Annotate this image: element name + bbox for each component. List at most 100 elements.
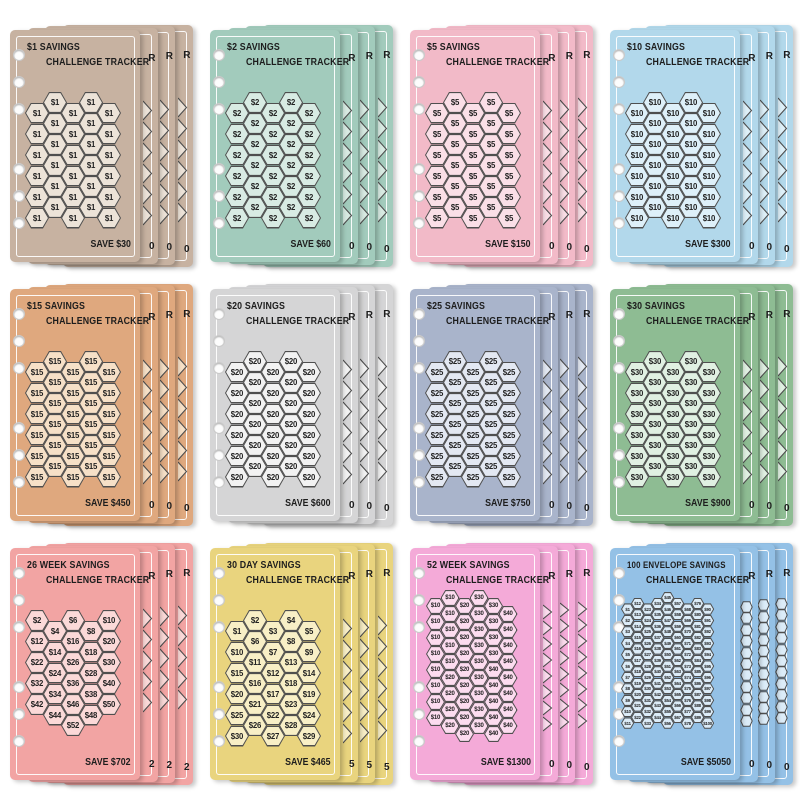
hex-label: $15 [230, 668, 244, 678]
sheet-chevron-icon [342, 163, 353, 184]
hex-cell: $10 [643, 197, 667, 218]
savings-card: R 0 R 0 R 0 100 ENVELOPE SAVINGS CHALLENGE TRAC… [610, 542, 800, 798]
hex-cell: $74 [681, 671, 695, 684]
hex-cell: $20 [297, 403, 321, 425]
hex-cell: $30 [697, 361, 721, 383]
hex-cell: $69 [681, 614, 695, 627]
sheet-hex-ring-icon [739, 646, 753, 659]
hex-cell-fill [44, 114, 66, 133]
sheet-chevron-icon [359, 638, 370, 659]
hex-label: $52 [664, 674, 671, 680]
hex-label: $15 [634, 635, 641, 641]
hex-cell: $26 [243, 715, 267, 736]
hex-cell: $38 [651, 643, 665, 655]
hex-cell: $10 [440, 590, 460, 606]
hex-label: $10 [630, 192, 644, 202]
hex-cell: $97 [701, 683, 715, 695]
hex-cell-fill [444, 156, 466, 175]
binder-hole [412, 621, 425, 633]
sheet-chevron-icon [542, 142, 553, 163]
sheet-hex-ring-icon [757, 622, 770, 634]
hex-cell-fill [262, 124, 284, 144]
hex-cell: $5 [461, 123, 485, 145]
hex-label: $5 [625, 652, 630, 658]
hex-cell-fill [680, 177, 702, 196]
hex-label: $20 [248, 378, 262, 387]
sheet-chevron-icon [359, 204, 370, 225]
hex-label: $35 [654, 612, 661, 618]
hex-label: $7 [625, 674, 630, 680]
hex-label: $10 [702, 129, 716, 139]
card-title-line2: CHALLENGE TRACKER [46, 56, 150, 68]
card-title-line1: $5 SAVINGS [427, 41, 480, 53]
hex-label: $43 [654, 703, 661, 709]
hex-cell: $17 [631, 654, 645, 667]
hex-label: $10 [666, 108, 680, 118]
hex-cell-fill [426, 362, 448, 382]
binder-hole [212, 422, 225, 434]
hex-cell-fill [62, 611, 84, 630]
binder-hole [412, 708, 425, 720]
hex-cell: $20 [440, 702, 460, 718]
hex-cell-fill [280, 611, 302, 630]
hex-label: $15 [102, 472, 116, 482]
binder-hole [12, 621, 25, 633]
hex-cell: $24 [43, 662, 67, 684]
hex-label: $10 [702, 192, 716, 202]
card-title-line1: 26 WEEK SAVINGS [27, 559, 110, 571]
hex-cell: $25 [443, 414, 467, 435]
sheet-edge-digit: 0 [748, 499, 755, 511]
hex-cell-fill [644, 198, 666, 217]
hex-cell-fill [80, 415, 102, 434]
card-title-line2: CHALLENGE TRACKER [46, 315, 150, 327]
sheet-chevron-icon [159, 141, 170, 162]
hex-cell: $25 [479, 393, 503, 414]
hex-cell: $30 [679, 393, 703, 414]
hex-cell: $2 [243, 155, 267, 176]
card-page: $5 SAVINGS CHALLENGE TRACKER $5 $5 $5 $5 $5 $5 $… [410, 30, 549, 262]
hex-cell: $20 [261, 403, 285, 425]
hex-cell-fill [80, 663, 102, 683]
hex-cell-fill [280, 198, 302, 217]
sheet-chevron-icon [159, 162, 170, 183]
sheet-hex-ring-icon [757, 713, 770, 726]
hex-label: $40 [488, 699, 499, 705]
hex-cell: $60 [671, 631, 685, 644]
hex-label: $5 [304, 626, 314, 636]
sheet-chevron-icon [142, 401, 153, 422]
sheet-edge-letter: R [548, 311, 556, 323]
hex-cell-fill [80, 156, 102, 175]
hex-cell-fill [632, 644, 644, 654]
hex-cell-fill [702, 627, 714, 637]
hex-cell: $10 [426, 694, 445, 710]
sheet-edge-digit: 0 [183, 243, 190, 255]
hex-label: $62 [674, 657, 681, 663]
hex-cell-fill [498, 103, 520, 123]
hex-cell-fill [498, 404, 520, 424]
sheet-chevron-icon [342, 422, 353, 443]
hex-label: $80 [694, 612, 701, 618]
hex-cell-fill [662, 650, 674, 660]
binder-hole [412, 567, 425, 579]
hex-cell: $6 [61, 610, 85, 631]
hex-label: $20 [230, 689, 244, 699]
hex-cell-fill [702, 695, 714, 705]
binder-hole [12, 449, 25, 461]
hex-label: $70 [684, 629, 691, 635]
sheet-chevron-icon [177, 668, 188, 689]
hex-cell-fill [622, 672, 634, 683]
hex-label: $2 [286, 140, 296, 149]
hex-cell: $25 [461, 445, 485, 467]
sheet-chevron-icon [559, 183, 570, 204]
hex-label: $5 [504, 213, 514, 223]
hex-cell-fill [44, 684, 66, 704]
hex-cell: $5 [479, 92, 503, 113]
hex-cell: $10 [440, 606, 460, 622]
hex-label: $25 [502, 409, 516, 419]
hex-cell-fill [280, 177, 302, 196]
sheet-edge-letter: R [348, 311, 356, 323]
sheet-hex-ring-icon [757, 690, 770, 703]
hex-cell-fill [662, 604, 674, 614]
hex-label: $25 [502, 388, 516, 398]
sheet-chevron-icon [142, 629, 153, 650]
